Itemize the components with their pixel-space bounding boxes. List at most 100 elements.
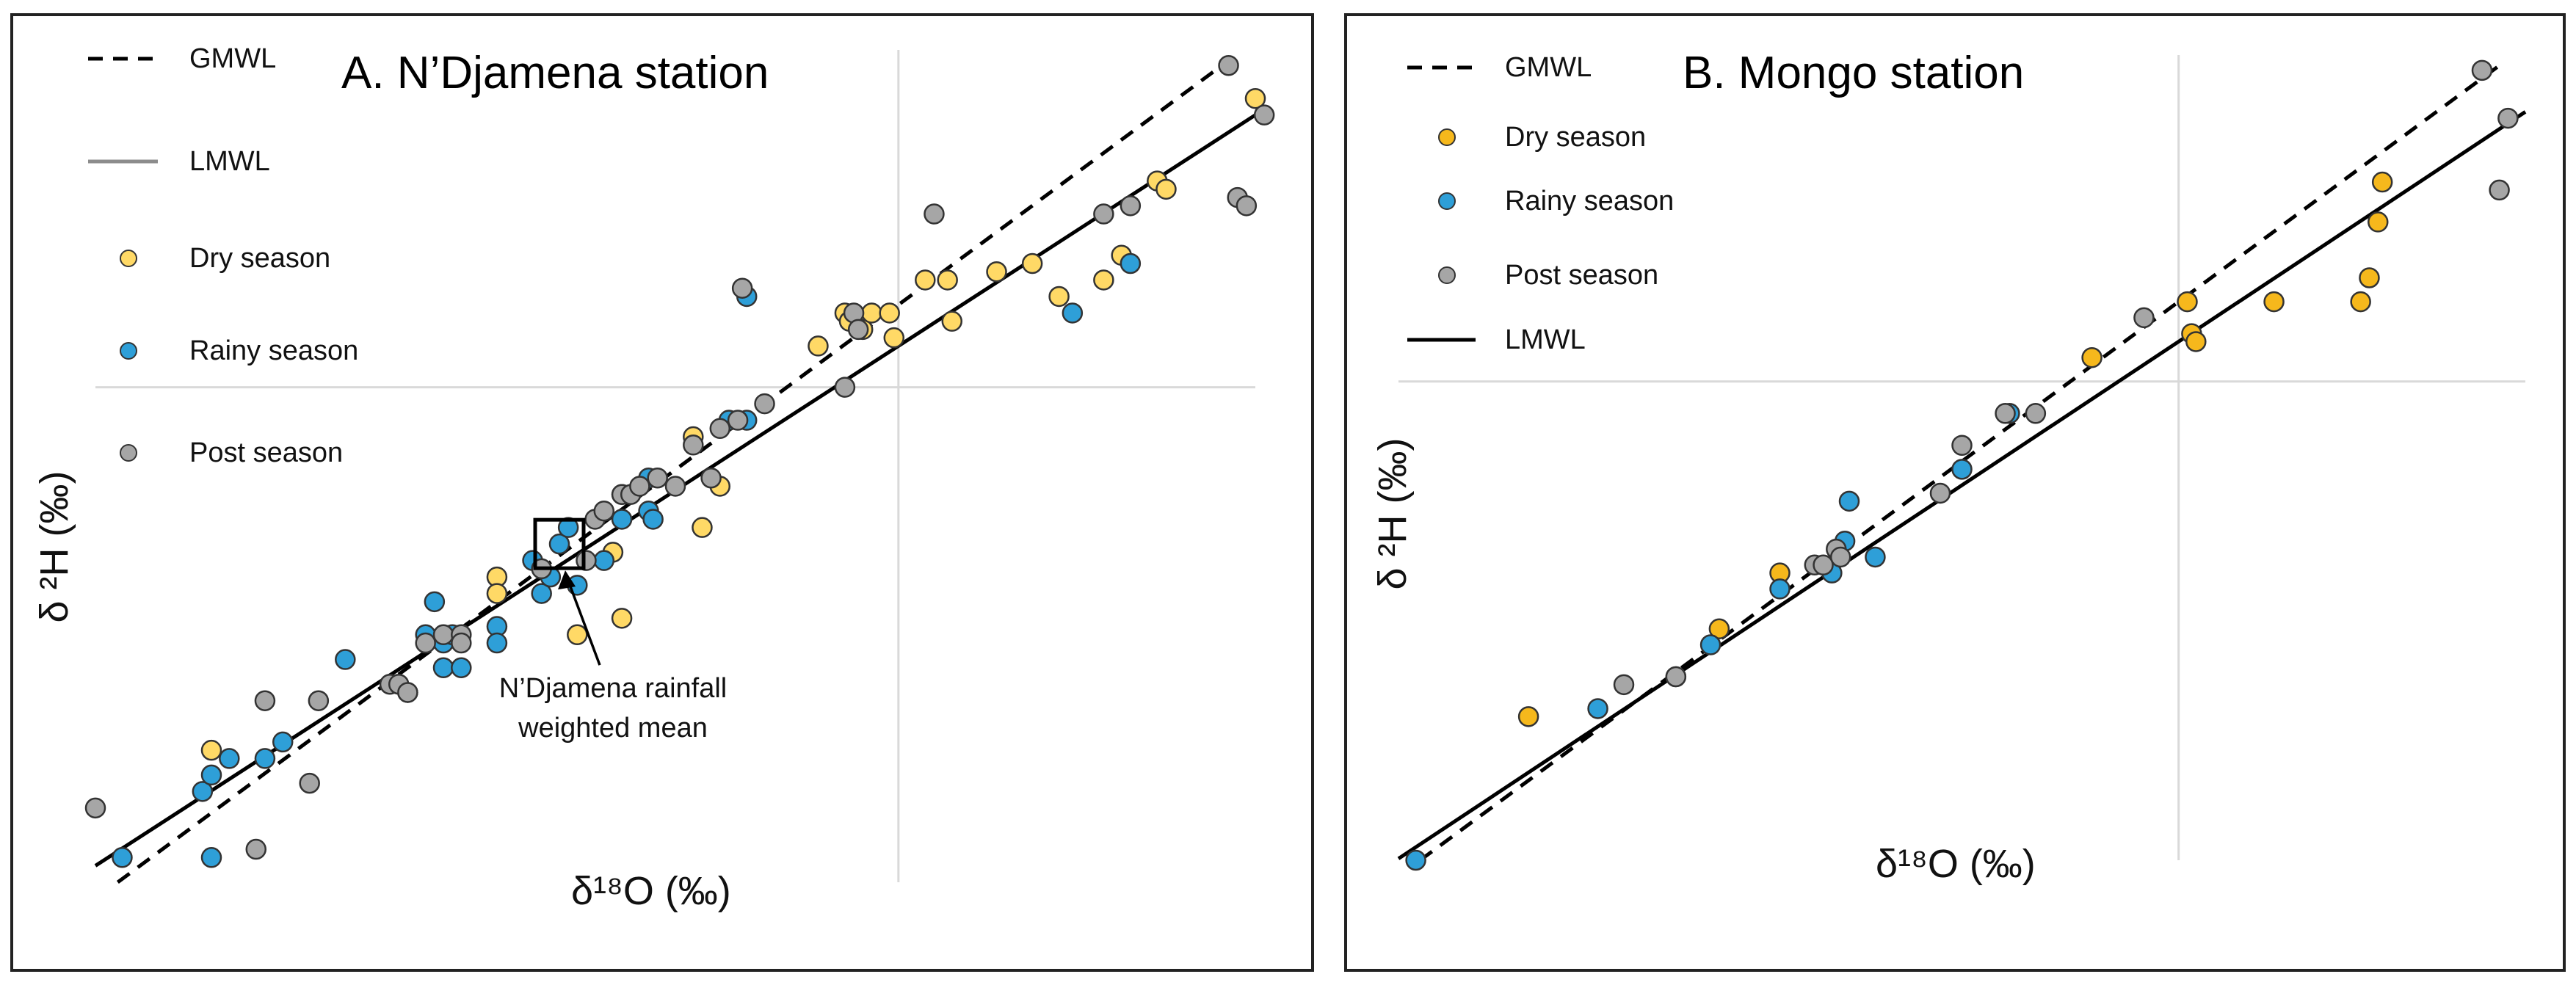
a-post-point bbox=[1218, 54, 1239, 76]
a-rainy-point bbox=[1120, 252, 1142, 275]
a-post-point bbox=[254, 690, 276, 711]
panel-b-frame bbox=[1344, 13, 2566, 972]
b-post-point bbox=[2471, 59, 2493, 81]
a-rainy-point bbox=[548, 533, 570, 555]
panel-a-x-axis-label: δ¹⁸O (‰) bbox=[571, 869, 731, 913]
weighted-mean-box bbox=[533, 517, 586, 570]
a-post-point bbox=[700, 467, 722, 489]
legend-lmwl-label: LMWL bbox=[189, 146, 270, 177]
panel-a-points bbox=[84, 54, 1275, 868]
a-post-point bbox=[451, 632, 472, 654]
legend-post-marker bbox=[120, 444, 137, 462]
panel-a-legend: GMWL LMWL Dry season Rainy season Post s… bbox=[88, 43, 358, 468]
panel-b-axes bbox=[1398, 55, 2525, 860]
b-post-point bbox=[1665, 666, 1687, 688]
a-post-point bbox=[1120, 195, 1142, 217]
annotation-line-2: weighted mean bbox=[518, 713, 708, 744]
a-post-point bbox=[299, 772, 320, 794]
a-dry-point bbox=[883, 327, 905, 349]
annotation-arrow bbox=[567, 580, 601, 666]
a-post-point bbox=[924, 203, 945, 225]
panel-a-y-axis-label: δ ²H (‰) bbox=[32, 470, 76, 622]
panel-b-y-axis-label: δ ²H (‰) bbox=[1371, 437, 1415, 589]
a-post-point bbox=[245, 838, 267, 860]
a-gmwl-line bbox=[116, 55, 1235, 884]
a-post-point bbox=[647, 467, 668, 489]
a-dry-point bbox=[692, 517, 713, 538]
b-rainy-point bbox=[1769, 578, 1790, 600]
a-rainy-point bbox=[531, 583, 552, 604]
a-rainy-point bbox=[254, 748, 276, 769]
panel-a-axes bbox=[95, 50, 1255, 882]
a-post-point bbox=[1253, 104, 1275, 126]
b-post-point bbox=[2497, 107, 2519, 129]
b-rainy-point bbox=[1838, 490, 1860, 512]
a-dry-point bbox=[1021, 252, 1043, 275]
b-rainy-point bbox=[1587, 698, 1608, 719]
panel-b-points bbox=[1405, 59, 2519, 871]
b-dry-point bbox=[2359, 267, 2380, 288]
a-rainy-point bbox=[219, 748, 240, 769]
legend-b-gmwl-label: GMWL bbox=[1505, 52, 1592, 83]
annotation-arrowhead bbox=[558, 570, 576, 590]
a-rainy-point bbox=[272, 731, 294, 753]
panel-b-fit-lines bbox=[1397, 60, 2527, 862]
b-post-point bbox=[1929, 482, 1951, 504]
a-dry-point bbox=[200, 739, 222, 761]
b-rainy-point bbox=[1951, 459, 1973, 480]
a-post-point bbox=[731, 277, 753, 299]
a-rainy-point bbox=[642, 509, 664, 530]
a-rainy-point bbox=[486, 632, 508, 654]
legend-b-lmwl-label: LMWL bbox=[1505, 324, 1586, 355]
panel-b-title: B. Mongo station bbox=[1683, 48, 2024, 98]
legend-b-post-marker bbox=[1438, 266, 1456, 284]
b-post-point bbox=[1613, 674, 1635, 696]
a-post-point bbox=[709, 418, 731, 440]
b-dry-point bbox=[2371, 171, 2393, 193]
a-post-point bbox=[432, 624, 454, 646]
legend-gmwl-label: GMWL bbox=[189, 43, 276, 74]
panel-mongo: GMWL Dry season Rainy season Post season… bbox=[1344, 13, 2566, 972]
legend-rainy-label: Rainy season bbox=[189, 335, 358, 366]
a-dry-point bbox=[879, 302, 900, 324]
a-dry-point bbox=[861, 302, 882, 324]
b-dry-point bbox=[2177, 291, 2198, 313]
a-dry-point bbox=[611, 608, 633, 629]
a-post-point bbox=[1236, 195, 1258, 217]
a-post-point bbox=[415, 632, 436, 654]
a-post-point bbox=[308, 690, 330, 711]
b-rainy-point bbox=[1405, 849, 1426, 871]
legend-b-post-label: Post season bbox=[1505, 260, 1658, 291]
a-rainy-point bbox=[451, 657, 472, 679]
b-post-point bbox=[2025, 403, 2047, 424]
a-dry-point bbox=[915, 269, 936, 291]
a-dry-point bbox=[941, 310, 963, 332]
a-rainy-point bbox=[200, 764, 222, 786]
b-dry-point bbox=[2263, 291, 2285, 313]
a-rainy-point bbox=[112, 847, 133, 868]
b-post-point bbox=[2133, 307, 2155, 329]
panel-a-frame bbox=[10, 13, 1314, 972]
a-rainy-point bbox=[432, 657, 454, 679]
a-dry-point bbox=[1244, 87, 1266, 109]
b-post-point bbox=[2489, 179, 2510, 201]
panel-ndjamena: N’Djamena rainfall weighted mean GMWL LM… bbox=[10, 13, 1314, 972]
a-post-point bbox=[1093, 203, 1114, 225]
a-dry-point bbox=[486, 583, 508, 604]
legend-rainy-marker bbox=[120, 342, 137, 360]
a-rainy-point bbox=[335, 649, 356, 670]
b-dry-point bbox=[2081, 346, 2102, 368]
b-dry-point bbox=[1517, 706, 1539, 727]
a-dry-point bbox=[808, 335, 829, 357]
a-dry-point bbox=[986, 261, 1007, 283]
a-post-point bbox=[834, 377, 856, 398]
legend-post-label: Post season bbox=[189, 437, 343, 468]
a-post-point bbox=[664, 476, 686, 497]
b-post-point bbox=[1951, 435, 1973, 457]
b-rainy-point bbox=[1865, 546, 1886, 568]
b-post-point bbox=[1829, 546, 1851, 568]
b-dry-point bbox=[2368, 211, 2389, 233]
panel-a-annotation: N’Djamena rainfall weighted mean bbox=[499, 517, 727, 744]
a-dry-point bbox=[1093, 269, 1114, 291]
a-post-point bbox=[754, 393, 775, 415]
